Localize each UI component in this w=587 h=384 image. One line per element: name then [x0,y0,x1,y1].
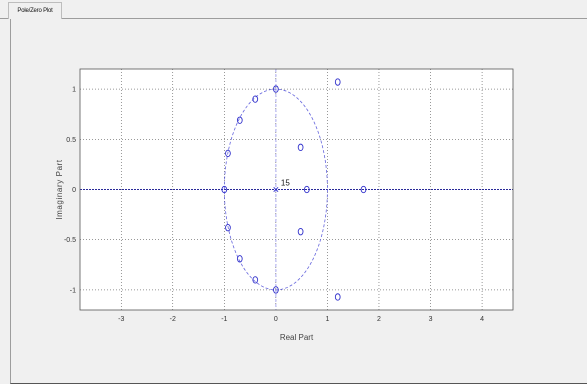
y-tick-label: -1 [70,287,76,294]
zero-marker [252,95,259,103]
y-tick-label: 1 [72,87,76,94]
unit-circle [223,88,328,291]
y-tick-label: -0.5 [64,237,76,244]
tab-strip-line [0,18,587,19]
x-axis-label: Real Part [280,333,314,342]
zero-marker [297,143,304,151]
x-tick-label: 3 [429,316,433,323]
zero-marker [334,78,341,86]
y-tick-label: 0.5 [66,137,76,144]
zeros-series [221,78,367,301]
zero-marker [252,276,259,284]
zero-marker [303,185,310,194]
zero-marker [297,228,304,236]
y-tick-label: 0 [72,187,76,194]
pole-multiplicity-label: 15 [281,179,290,188]
x-tick-label: 4 [480,316,484,323]
y-axis-label: Imaginary Part [55,159,64,220]
zero-marker [334,293,341,301]
zero-marker [273,85,279,93]
pole-marker [273,186,279,193]
x-tick-label: -2 [170,316,176,323]
zero-marker [225,224,231,232]
tab-pole-zero-plot[interactable]: Pole/Zero Plot [8,2,62,19]
zero-marker [273,286,279,294]
x-tick-label: -3 [118,316,124,323]
plot-frame [79,68,514,311]
zero-marker [225,149,231,158]
poles-series: 15 [273,179,290,193]
zero-marker [236,116,243,124]
x-tick-label: 0 [274,316,278,323]
tab-label: Pole/Zero Plot [17,8,53,14]
zero-marker [360,185,367,194]
x-tick-labels: -3 -2 -1 0 1 2 3 4 [118,316,484,323]
x-tick-label: -1 [221,316,227,323]
zero-marker [221,185,228,194]
x-tick-label: 2 [377,316,381,323]
y-tick-labels: -1 -0.5 0 0.5 1 [64,87,76,295]
x-tick-label: 1 [325,316,329,323]
zero-marker [236,255,243,263]
